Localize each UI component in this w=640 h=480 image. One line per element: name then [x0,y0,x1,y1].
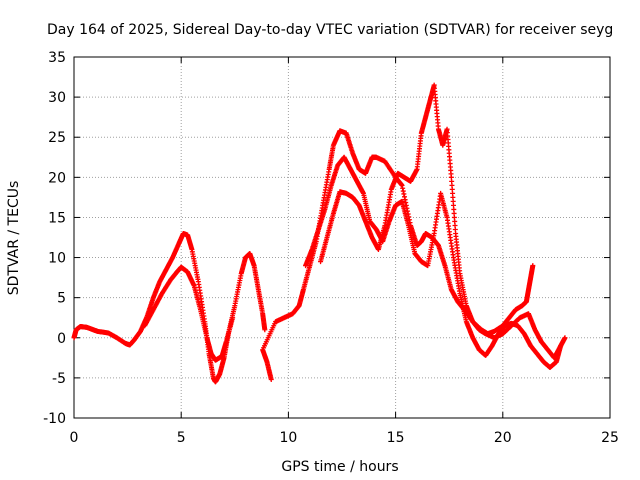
series-trace-b [142,264,236,363]
y-tick-label: 10 [48,251,66,267]
y-tick-label: 35 [48,50,66,66]
x-tick-label: 10 [279,430,297,446]
x-tick-label: 5 [177,430,186,446]
y-tick-label: -10 [43,411,66,427]
axes [73,56,611,419]
series-trace-e [318,82,568,361]
y-tick-label: 0 [57,331,66,347]
series-trace-d [303,154,564,370]
x-tick-label: 15 [387,430,405,446]
grid-lines [74,57,610,418]
x-tick-label: 25 [601,430,619,446]
series-trace-c [260,128,536,382]
y-tick-label: 5 [57,291,66,307]
x-axis-label: GPS time / hours [281,459,398,475]
data-point [562,335,568,341]
data-point [262,327,268,333]
x-tick-label: 20 [494,430,512,446]
y-tick-label: 20 [48,170,66,186]
y-axis-label: SDTVAR / TECUs [6,181,22,296]
plot-frame [73,56,611,419]
data-points [71,82,568,385]
data-point [530,263,536,269]
series-trace-a [71,230,268,385]
data-point [230,315,236,321]
y-tick-label: 15 [48,210,66,226]
y-tick-label: 25 [48,130,66,146]
y-tick-label: 30 [48,90,66,106]
tick-labels: 0 5 10 15 20 25 -10 -5 0 5 10 15 20 25 30 35 [43,50,619,446]
x-tick-label: 0 [70,430,79,446]
chart-title: Day 164 of 2025, Sidereal Day-to-day VTE… [47,22,613,38]
y-tick-label: -5 [52,371,66,387]
